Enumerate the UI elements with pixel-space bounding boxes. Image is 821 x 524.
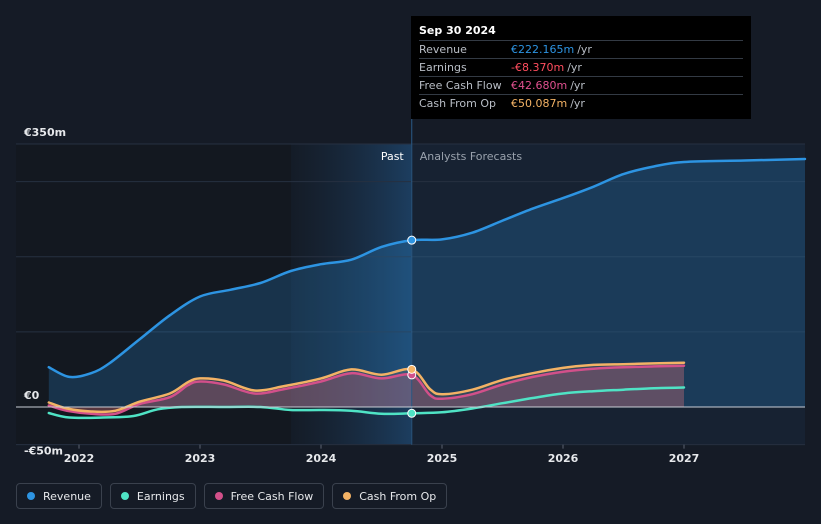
y-axis: €350m €0 -€50m xyxy=(23,126,66,458)
tooltip-row-unit: /yr xyxy=(570,79,585,92)
cash-from-op-marker xyxy=(407,364,417,374)
legend-label: Earnings xyxy=(136,489,185,503)
tooltip-row-earnings: Earnings -€8.370m /yr xyxy=(419,58,743,76)
legend-label: Revenue xyxy=(43,489,91,503)
legend-label: Cash From Op xyxy=(359,489,437,503)
legend-item-free-cash-flow[interactable]: Free Cash Flow xyxy=(203,483,325,509)
tooltip-row-unit: /yr xyxy=(577,43,592,56)
x-tick-label: 2023 xyxy=(185,452,216,465)
earnings-line xyxy=(47,386,686,420)
legend-dot-icon xyxy=(27,492,35,500)
past-label: Past xyxy=(381,150,405,163)
x-tick-label: 2024 xyxy=(306,452,337,465)
tooltip-row-label: Earnings xyxy=(419,61,467,74)
series-markers xyxy=(407,235,417,418)
y-tick-label: €0 xyxy=(23,389,40,402)
tooltip: Sep 30 2024 Revenue €222.165m /yr Earnin… xyxy=(411,16,751,119)
past-highlight-band xyxy=(291,144,411,444)
tooltip-row-value: €42.680m xyxy=(511,79,568,92)
legend-label: Free Cash Flow xyxy=(230,489,314,503)
legend-dot-icon xyxy=(214,492,223,500)
tooltip-row-label: Cash From Op xyxy=(419,97,497,110)
series-lines xyxy=(47,157,807,420)
tooltip-row-cash-from-op: Cash From Op €50.087m /yr xyxy=(419,94,743,112)
legend-item-earnings[interactable]: Earnings xyxy=(109,483,196,509)
tooltip-row-unit: /yr xyxy=(570,97,585,110)
tooltip-date: Sep 30 2024 xyxy=(419,24,496,37)
free-cash-flow-line xyxy=(47,364,686,416)
tooltip-row-value: €50.087m xyxy=(511,97,568,110)
legend-item-cash-from-op[interactable]: Cash From Op xyxy=(332,483,448,509)
tooltip-row-value: €222.165m xyxy=(511,43,575,56)
tooltip-row-label: Revenue xyxy=(419,43,467,56)
earnings-marker xyxy=(407,408,417,418)
x-tick-label: 2026 xyxy=(548,452,579,465)
tooltip-row-unit: /yr xyxy=(567,61,582,74)
y-tick-label: €350m xyxy=(23,126,66,139)
tooltip-row-value: -€8.370m xyxy=(511,61,565,74)
legend: Revenue Earnings Free Cash Flow Cash Fro… xyxy=(16,483,448,509)
x-tick-label: 2025 xyxy=(427,452,458,465)
y-tick-label: -€50m xyxy=(24,445,63,458)
x-tick-label: 2027 xyxy=(669,452,700,465)
cash-from-op-line xyxy=(47,361,686,414)
revenue-line xyxy=(47,157,807,379)
tooltip-row-label: Free Cash Flow xyxy=(419,79,502,92)
forecast-label: Analysts Forecasts xyxy=(420,150,523,163)
tooltip-row-revenue: Revenue €222.165m /yr xyxy=(419,40,743,58)
x-tick-label: 2022 xyxy=(64,452,95,465)
legend-dot-icon xyxy=(120,492,129,500)
tooltip-row-free-cash-flow: Free Cash Flow €42.680m /yr xyxy=(419,76,743,94)
revenue-marker xyxy=(407,235,417,245)
legend-item-revenue[interactable]: Revenue xyxy=(16,483,102,509)
gridlines xyxy=(16,143,805,446)
legend-dot-icon xyxy=(343,492,352,500)
revenue-area xyxy=(48,159,806,407)
x-axis: 2022 2023 2024 2025 2026 2027 xyxy=(64,444,700,465)
free-cash-flow-area xyxy=(48,365,685,415)
